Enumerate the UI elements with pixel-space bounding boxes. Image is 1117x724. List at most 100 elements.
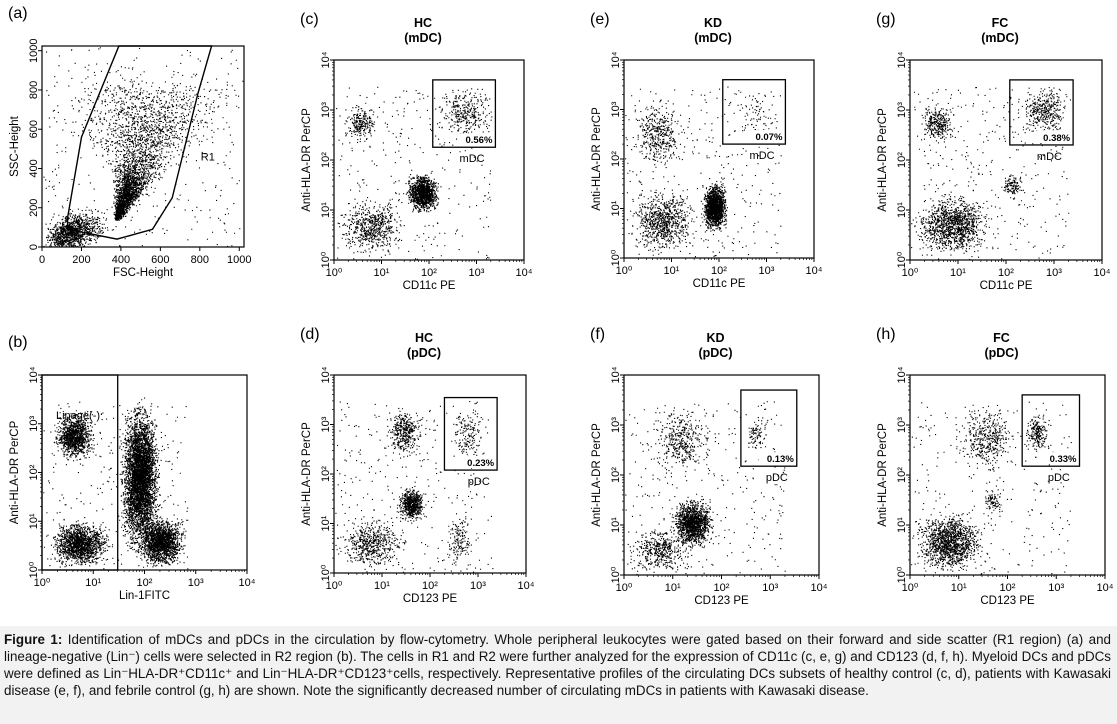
y-tick-label: 10⁰ (320, 251, 332, 268)
y-tick-label: 1000 (28, 38, 40, 62)
data-points (625, 401, 786, 575)
population-pdc (1026, 414, 1052, 450)
point-cloud (669, 498, 714, 549)
y-tick-label: 10⁴ (896, 51, 908, 68)
figure-caption: Figure 1: Identification of mDCs and pDC… (0, 626, 1117, 724)
point-cloud (749, 419, 767, 449)
y-tick-label: 10² (610, 467, 622, 483)
y-tick-label: 10³ (896, 417, 908, 433)
x-tick-label: 10² (714, 582, 730, 594)
x-tick-label: 10⁰ (326, 267, 343, 279)
panel-e: 0.07% mDC 10⁰ 10¹ 10² 10³ 10⁴ 10⁰ 10¹ 10² 10³ 10⁴ CD… (590, 11, 823, 290)
population-hla-dr-cd123- (385, 408, 423, 458)
x-axis-title: Lin-1FITC (119, 590, 170, 602)
point-cloud (1026, 414, 1052, 450)
population-mdc (1017, 87, 1071, 137)
x-axis-title: CD123 PE (403, 593, 458, 605)
y-tick-label: 10⁰ (896, 251, 908, 268)
x-tick-label: 10² (421, 267, 437, 279)
y-tick-label: 10¹ (896, 202, 908, 218)
x-tick-label: 600 (151, 254, 169, 266)
x-axis-title: FSC-Height (113, 267, 174, 279)
panel-subtitle: (pDC) (984, 346, 1018, 360)
gate: 0.33% pDC (1021, 394, 1081, 484)
point-cloud (913, 513, 985, 571)
y-tick-label: 10³ (896, 102, 908, 118)
x-tick-label: 800 (191, 254, 209, 266)
y-tick-label: 10⁰ (610, 566, 622, 583)
point-cloud (729, 95, 777, 133)
y-tick-label: 10³ (610, 101, 622, 117)
y-axis-title: Anti-HLA-DR PerCP (301, 422, 313, 526)
gate-percent: 0.23% (467, 458, 494, 469)
population-mdc (438, 88, 493, 142)
point-cloud (628, 192, 695, 255)
x-tick-label: 10² (998, 267, 1014, 279)
gate-percent: 0.07% (755, 132, 782, 143)
point-cloud (1004, 172, 1024, 200)
population-dense-cluster (669, 498, 714, 549)
point-cloud (119, 397, 162, 560)
y-tick-label: 10¹ (610, 200, 622, 216)
y-tick-label: 10⁴ (320, 51, 332, 68)
x-tick-label: 10⁴ (1094, 267, 1111, 279)
point-cloud (447, 516, 472, 566)
axis-ticks: 10⁰ 10¹ 10² 10³ 10⁴ 10⁰ 10¹ 10² 10³ 10⁴ (896, 51, 1111, 279)
percent-label-bg (1041, 452, 1078, 465)
x-tick-label: 10¹ (374, 267, 390, 279)
y-tick-label: 10³ (320, 416, 332, 432)
y-tick-label: 10⁴ (320, 366, 332, 383)
population-main (48, 68, 238, 221)
x-tick-label: 10¹ (665, 582, 681, 594)
panel-label: (g) (876, 11, 896, 28)
y-tick-label: 10⁴ (28, 366, 40, 383)
gate-outline (443, 396, 498, 471)
point-cloud (453, 412, 484, 457)
panel-a: R1 0 200 400 600 800 1000 0 200 400 600 800 1000 FSC-… (8, 5, 252, 279)
point-cloud (628, 529, 693, 572)
point-cloud (700, 180, 728, 233)
x-tick-label: 10⁴ (518, 580, 535, 592)
point-cloud (405, 172, 440, 213)
gate-percent: 0.56% (465, 135, 492, 146)
y-axis-title: Anti-HLA-DR PerCP (301, 108, 313, 212)
population-low (914, 194, 990, 258)
population-hla-dr-cd123- (650, 407, 716, 475)
y-tick-label: 10² (896, 467, 908, 483)
population-small-cluster (1004, 172, 1024, 200)
y-tick-label: 10⁰ (610, 249, 622, 266)
point-cloud (631, 100, 686, 169)
panel-label: (b) (8, 334, 28, 351)
population-hla-dr-cd11c- (921, 102, 955, 144)
percent-label-bg (747, 130, 784, 143)
point-cloud (43, 205, 117, 247)
gate-label: pDC (766, 472, 788, 484)
panel-label: (h) (876, 326, 896, 343)
data-points (911, 87, 1071, 260)
y-tick-label: 600 (28, 120, 40, 138)
population-low (336, 516, 407, 570)
y-tick-label: 10³ (28, 415, 40, 431)
panel-title: FC (993, 331, 1010, 345)
x-tick-label: 10⁴ (811, 582, 828, 594)
x-tick-label: 10¹ (950, 267, 966, 279)
gate-outline (740, 389, 798, 467)
percent-label-bg (459, 456, 496, 469)
gate-label: mDC (750, 150, 775, 162)
point-cloud (337, 198, 405, 260)
population-low-debris (43, 205, 117, 247)
gate-label: mDC (1037, 151, 1062, 163)
x-tick-label: 200 (72, 254, 90, 266)
y-tick-label: 10¹ (610, 517, 622, 533)
x-axis-title: CD123 PE (980, 595, 1035, 607)
population-dense-cluster (700, 180, 728, 233)
x-tick-label: 10⁰ (902, 267, 919, 279)
gate-percent: 0.33% (1050, 454, 1077, 465)
gate-label: Linage(-) (56, 410, 100, 422)
x-tick-label: 10³ (762, 582, 778, 594)
population-lin-neg-hla-dr- (53, 410, 97, 462)
panel-title: KD (706, 331, 724, 345)
panel-title: HC (414, 16, 432, 30)
x-tick-label: 10⁰ (902, 582, 919, 594)
x-tick-label: 10¹ (664, 265, 680, 277)
